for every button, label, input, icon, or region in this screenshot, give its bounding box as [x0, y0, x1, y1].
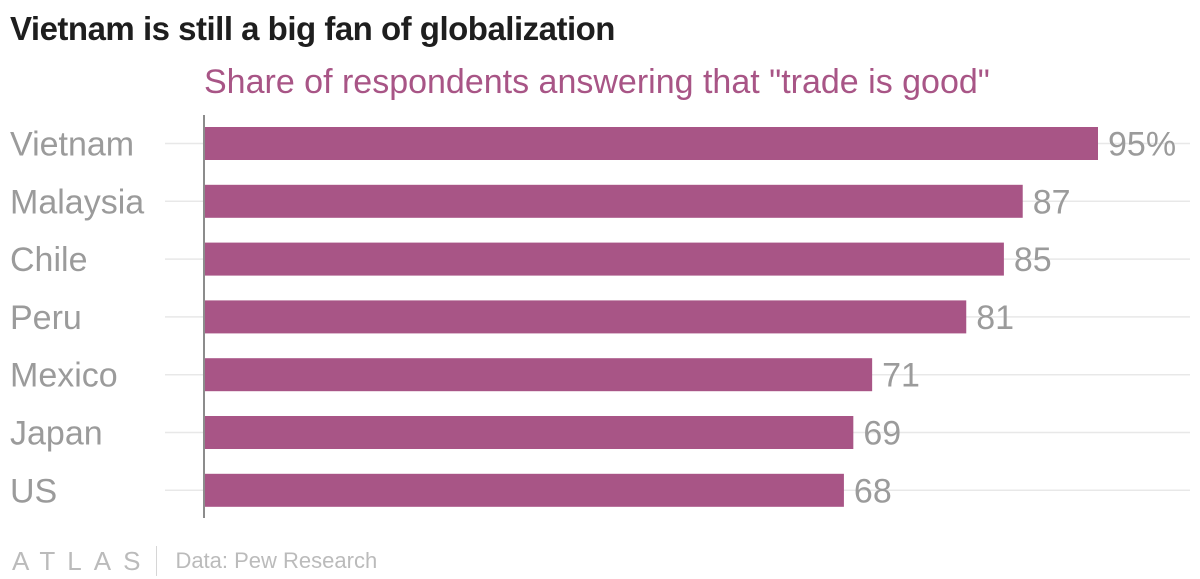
bars — [204, 127, 1098, 507]
category-label: Vietnam — [10, 126, 134, 164]
bar-peru — [204, 300, 967, 334]
bar-vietnam — [204, 127, 1098, 160]
source-note: Data: Pew Research — [175, 548, 378, 573]
footer-divider — [156, 546, 158, 576]
value-label: 71 — [882, 357, 920, 395]
bar-malaysia — [204, 184, 1023, 218]
bar-japan — [204, 416, 854, 449]
value-label: 68 — [854, 472, 892, 510]
atlas-logo: ATLAS — [12, 545, 153, 576]
value-label: 81 — [976, 299, 1014, 337]
value-label: 85 — [1014, 241, 1052, 279]
chart-subtitle: Share of respondents answering that "tra… — [204, 63, 990, 101]
value-label: 69 — [863, 415, 901, 453]
bar-us — [204, 473, 844, 507]
category-label: Japan — [10, 415, 103, 453]
bar-chile — [204, 242, 1004, 276]
footer: ATLAS Data: Pew Research — [12, 543, 377, 579]
category-label: Peru — [10, 299, 82, 337]
chart-title: Vietnam is still a big fan of globalizat… — [10, 10, 615, 47]
category-label: Chile — [10, 241, 87, 279]
category-labels: Vietnam Malaysia Chile Peru Mexico Japan US — [10, 126, 144, 511]
value-label: 87 — [1033, 183, 1071, 221]
bar-mexico — [204, 358, 873, 392]
category-label: US — [10, 472, 57, 510]
category-label: Malaysia — [10, 183, 144, 221]
value-label: 95% — [1108, 126, 1176, 164]
category-label: Mexico — [10, 357, 118, 395]
